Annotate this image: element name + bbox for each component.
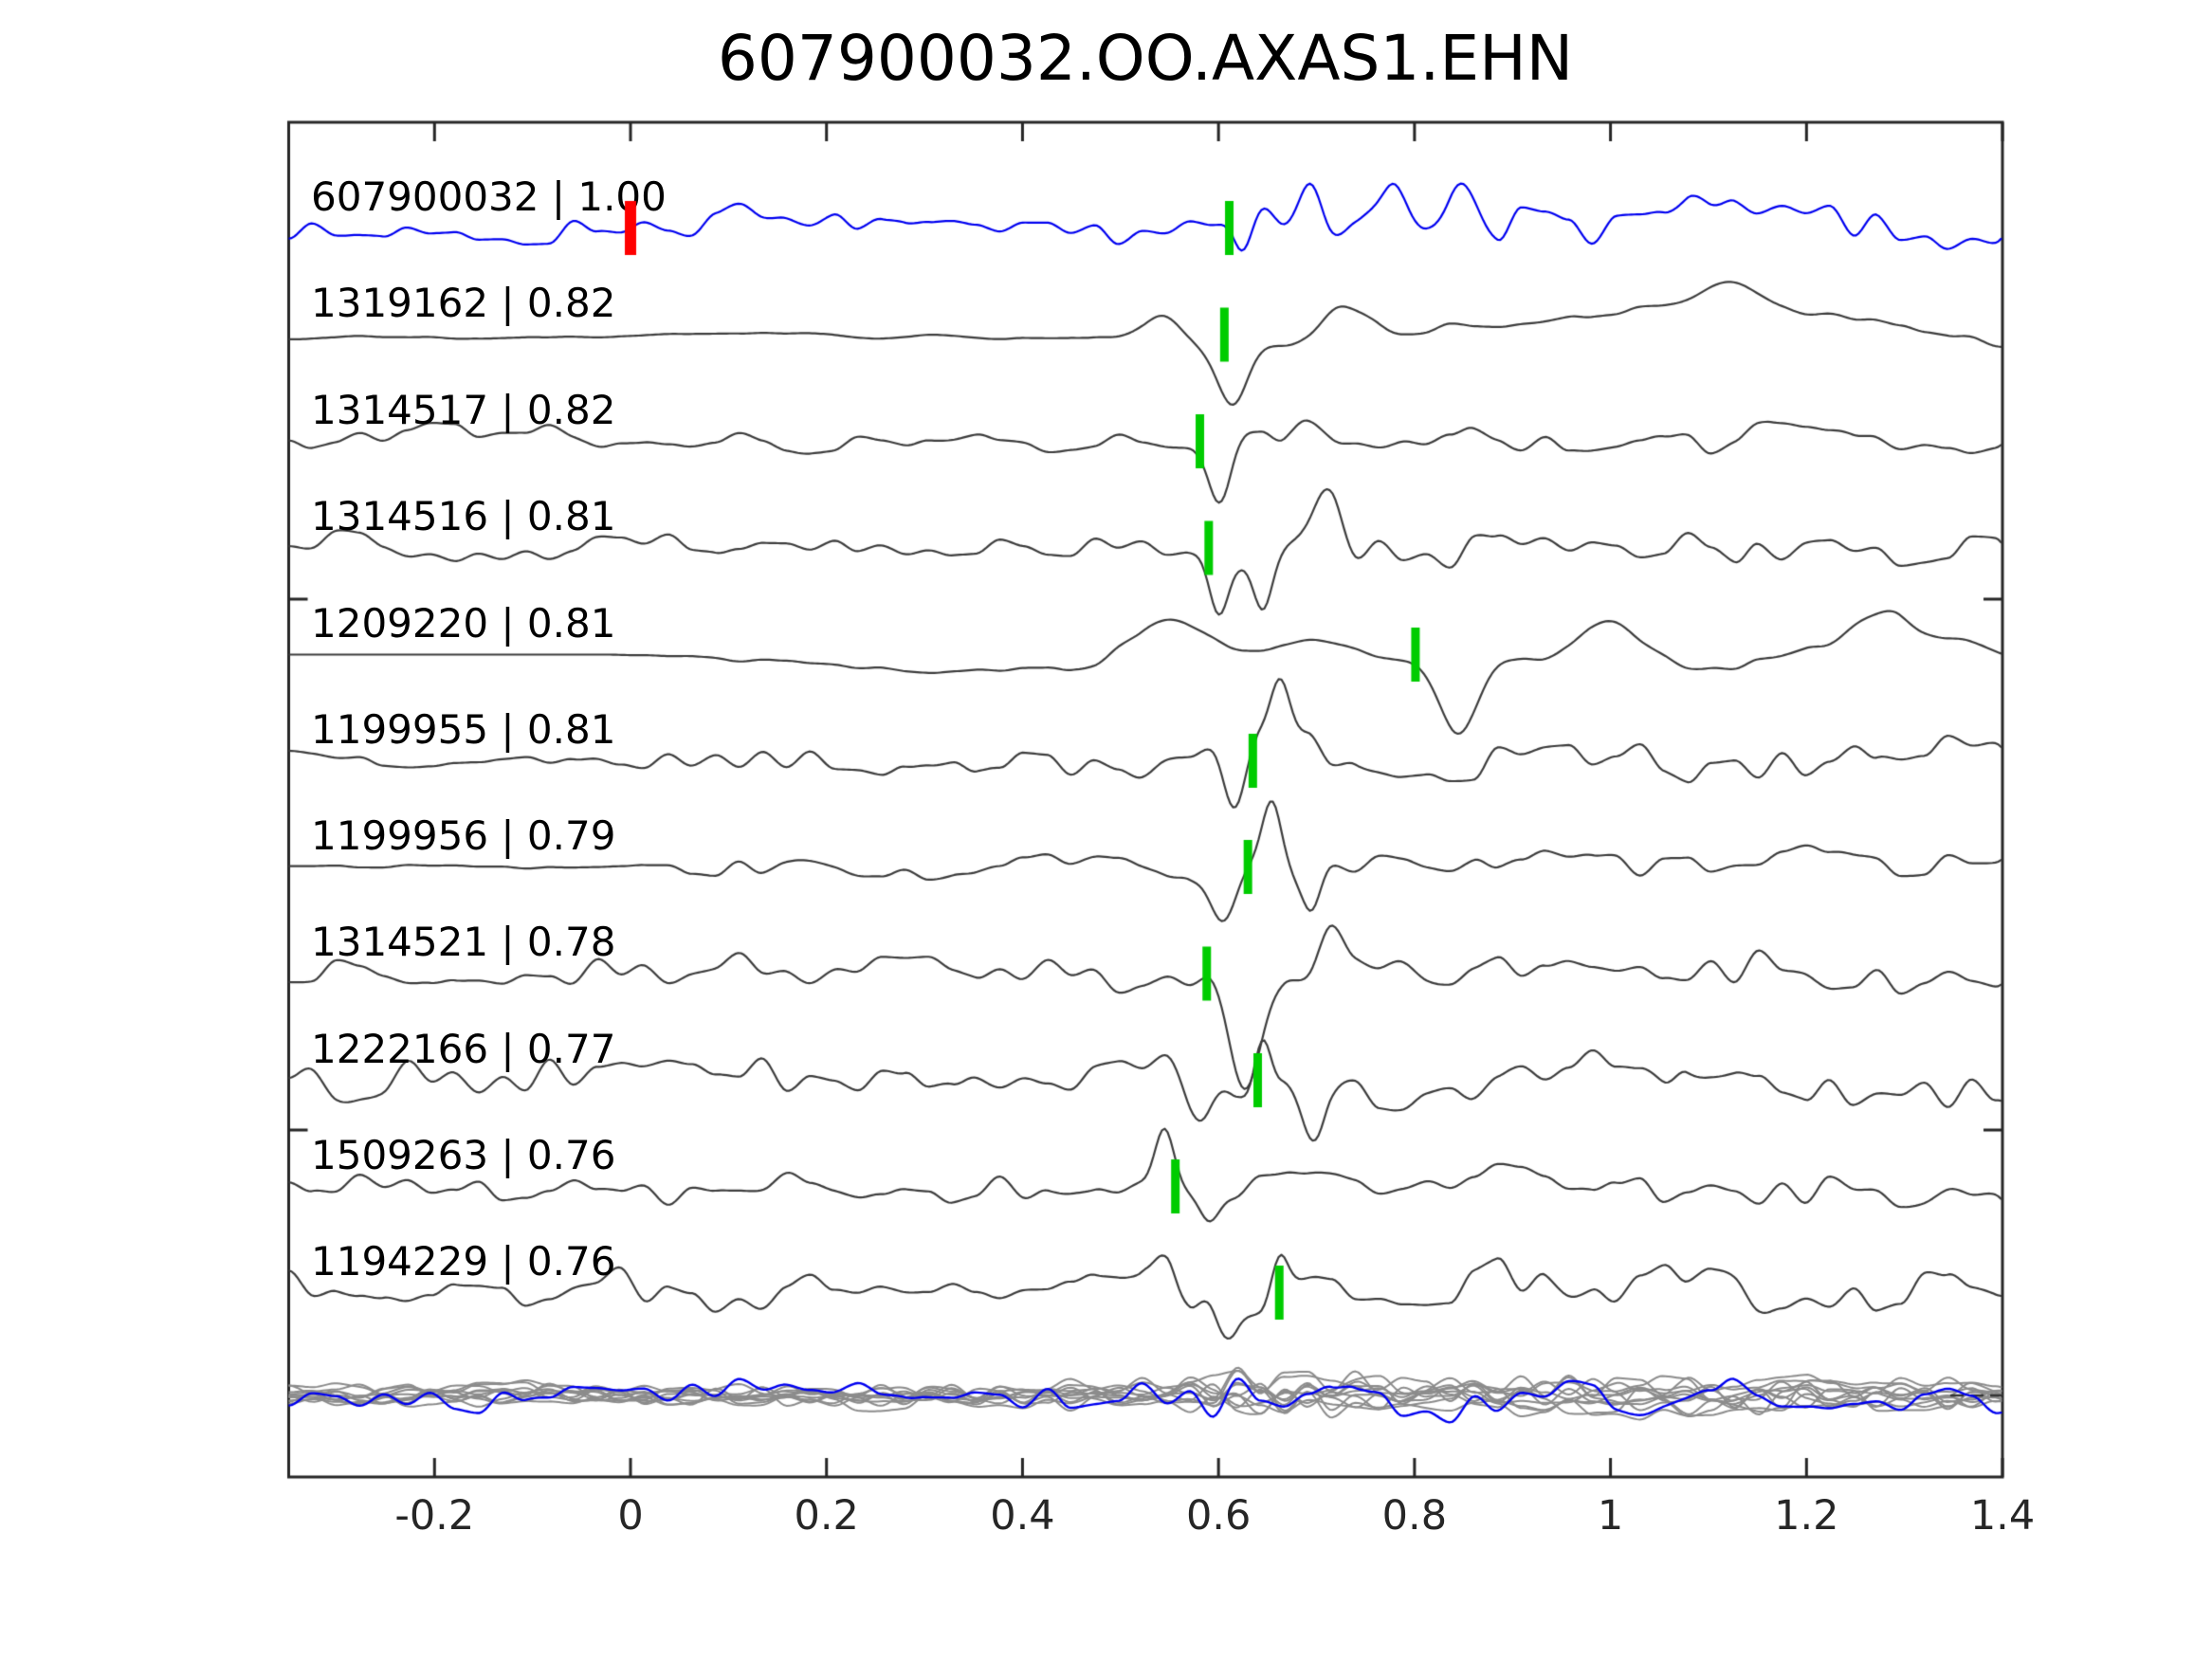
plot-title: 607900032.OO.AXAS1.EHN (717, 22, 1574, 95)
